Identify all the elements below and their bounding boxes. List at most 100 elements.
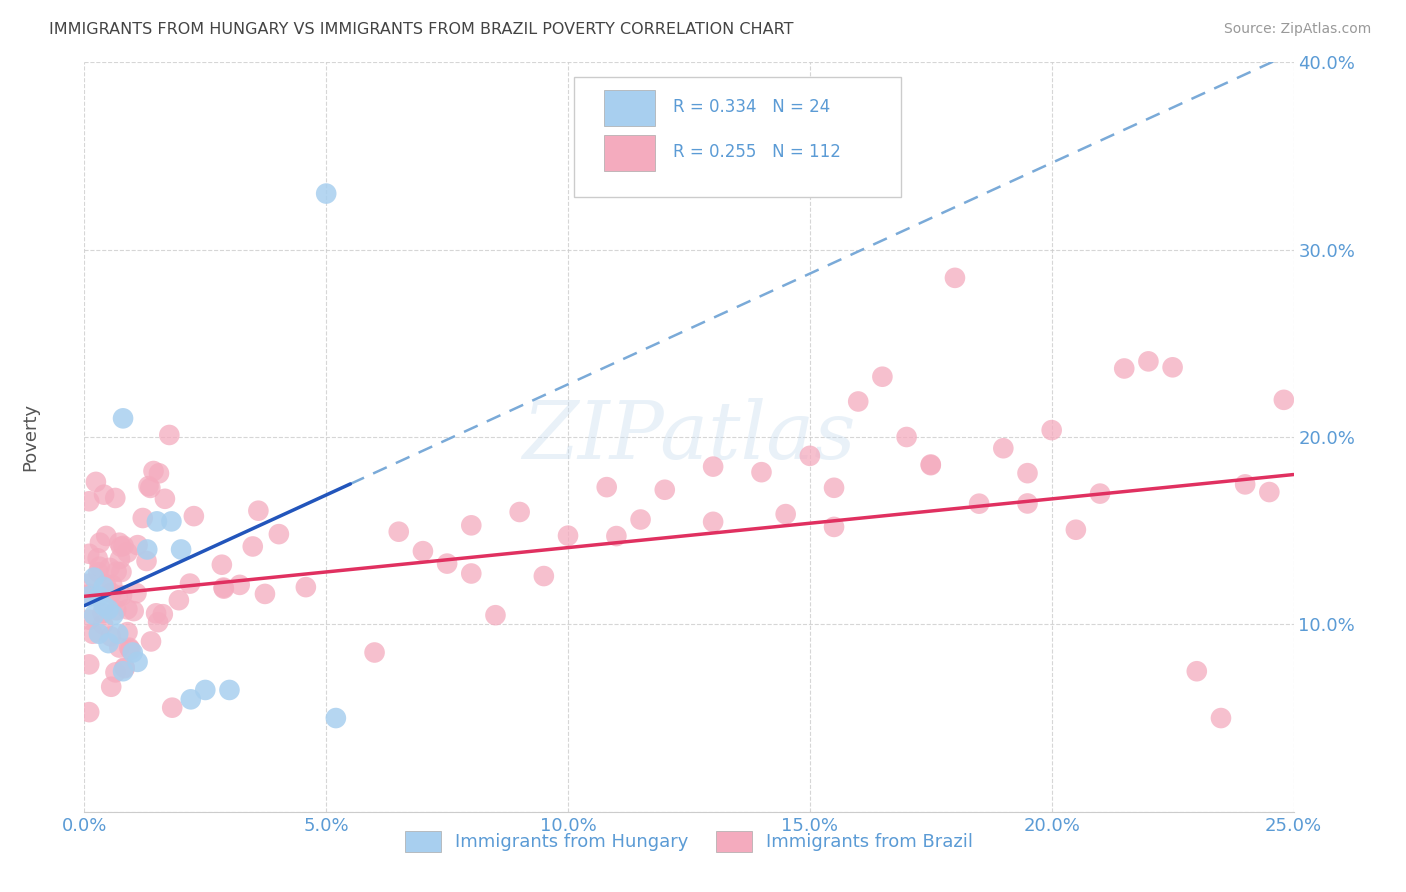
Point bbox=[135, 554, 157, 568]
Point bbox=[412, 544, 434, 558]
Point bbox=[93, 599, 115, 613]
Point bbox=[1258, 485, 1281, 500]
Point bbox=[87, 590, 110, 604]
Point bbox=[97, 636, 120, 650]
Point bbox=[77, 547, 100, 561]
Point bbox=[702, 459, 724, 474]
Point bbox=[87, 566, 110, 580]
Point bbox=[108, 552, 131, 566]
Point bbox=[557, 529, 579, 543]
Point bbox=[117, 625, 139, 640]
Point bbox=[823, 481, 845, 495]
Point bbox=[218, 683, 240, 698]
Point bbox=[77, 705, 100, 719]
Point bbox=[110, 565, 132, 579]
Point bbox=[153, 491, 176, 506]
Point bbox=[77, 613, 100, 627]
Point bbox=[315, 186, 337, 201]
Point bbox=[1017, 496, 1039, 510]
Point bbox=[136, 542, 159, 557]
FancyBboxPatch shape bbox=[574, 78, 901, 197]
Point bbox=[160, 514, 183, 528]
Point bbox=[77, 494, 100, 508]
Point bbox=[93, 580, 115, 594]
Point bbox=[114, 660, 136, 674]
Point bbox=[112, 411, 135, 425]
Point bbox=[212, 581, 235, 595]
Point bbox=[77, 590, 100, 604]
Text: ZIPatlas: ZIPatlas bbox=[522, 399, 856, 475]
Point bbox=[96, 529, 118, 543]
Point bbox=[460, 518, 482, 533]
Point bbox=[180, 692, 202, 706]
Text: R = 0.255   N = 112: R = 0.255 N = 112 bbox=[673, 144, 841, 161]
Point bbox=[253, 587, 276, 601]
Point bbox=[112, 539, 135, 553]
Point bbox=[509, 505, 531, 519]
Bar bbox=[605, 90, 655, 126]
Point bbox=[160, 700, 183, 714]
Point bbox=[122, 604, 145, 618]
Point bbox=[702, 515, 724, 529]
Point bbox=[93, 488, 115, 502]
Point bbox=[247, 504, 270, 518]
Text: R = 0.334   N = 24: R = 0.334 N = 24 bbox=[673, 98, 831, 116]
Point bbox=[83, 571, 105, 585]
Point bbox=[846, 394, 869, 409]
Point bbox=[94, 577, 117, 591]
Point bbox=[170, 542, 193, 557]
Point bbox=[212, 582, 235, 596]
Point bbox=[138, 479, 160, 493]
Point bbox=[91, 606, 114, 620]
Point bbox=[1114, 361, 1136, 376]
Point bbox=[484, 608, 506, 623]
Point bbox=[1137, 354, 1160, 368]
Point bbox=[127, 655, 149, 669]
Point bbox=[118, 640, 141, 655]
Point bbox=[1088, 486, 1111, 500]
Point bbox=[108, 640, 131, 655]
Text: IMMIGRANTS FROM HUNGARY VS IMMIGRANTS FROM BRAZIL POVERTY CORRELATION CHART: IMMIGRANTS FROM HUNGARY VS IMMIGRANTS FR… bbox=[49, 22, 794, 37]
Point bbox=[295, 580, 318, 594]
Point bbox=[148, 467, 170, 481]
Point bbox=[363, 646, 385, 660]
Point bbox=[630, 512, 652, 526]
Point bbox=[104, 491, 127, 505]
Point bbox=[1064, 523, 1087, 537]
Point bbox=[79, 587, 101, 601]
Point bbox=[117, 545, 139, 559]
Point bbox=[1040, 423, 1063, 437]
Point bbox=[101, 578, 124, 592]
Point bbox=[167, 593, 190, 607]
Point bbox=[89, 535, 111, 549]
Point bbox=[146, 615, 169, 630]
Point bbox=[98, 561, 121, 575]
Point bbox=[112, 664, 135, 679]
Point bbox=[211, 558, 233, 572]
Point bbox=[872, 369, 894, 384]
Point bbox=[242, 540, 264, 554]
Point bbox=[943, 271, 966, 285]
Point bbox=[142, 464, 165, 478]
Point bbox=[596, 480, 619, 494]
Point bbox=[1209, 711, 1232, 725]
Point bbox=[86, 551, 108, 566]
Point bbox=[799, 449, 821, 463]
Point bbox=[823, 520, 845, 534]
Point bbox=[77, 576, 100, 591]
Point bbox=[1234, 477, 1257, 491]
Point bbox=[325, 711, 347, 725]
Point bbox=[1161, 360, 1184, 375]
Point bbox=[139, 634, 162, 648]
Point bbox=[896, 430, 918, 444]
Point bbox=[146, 514, 169, 528]
Point bbox=[100, 680, 122, 694]
Point bbox=[194, 683, 217, 698]
Point bbox=[127, 538, 149, 552]
Point bbox=[105, 603, 128, 617]
Point bbox=[460, 566, 482, 581]
Point bbox=[100, 629, 122, 643]
Point bbox=[920, 458, 942, 473]
Point bbox=[993, 442, 1015, 456]
Text: Poverty: Poverty bbox=[21, 403, 39, 471]
